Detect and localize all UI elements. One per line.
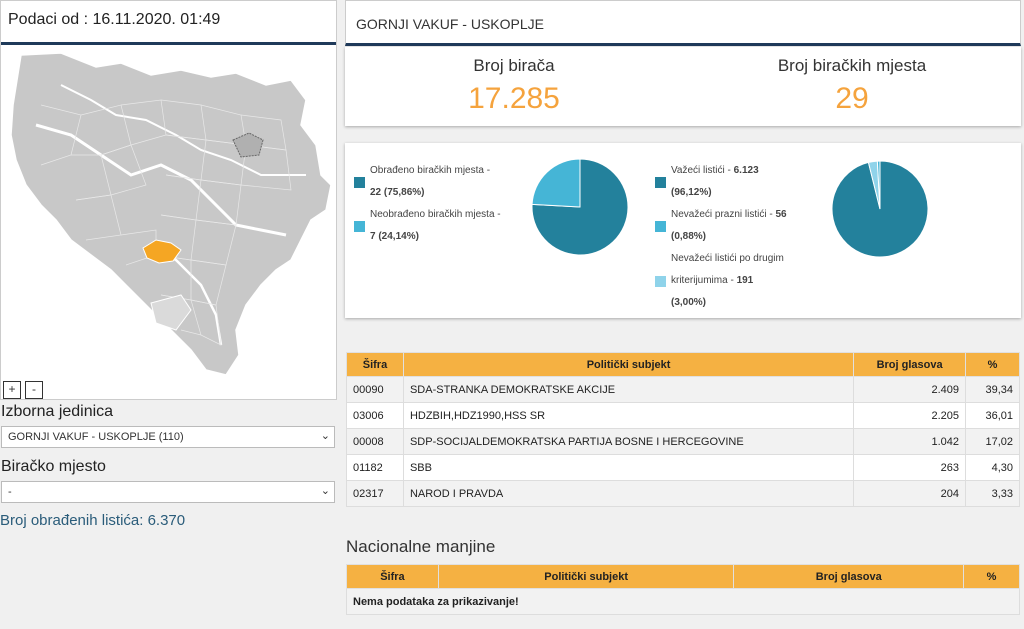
voters-label: Broj birača <box>473 56 555 75</box>
col-percent[interactable]: % <box>963 564 1020 589</box>
col-code[interactable]: Šifra <box>346 352 404 377</box>
cell-code: 00008 <box>346 428 404 455</box>
cell-percent: 39,34 <box>965 376 1020 403</box>
results-header-row: Šifra Politički subjekt Broj glasova % <box>346 352 1020 377</box>
table-row: 00008 SDP-SOCIJALDEMOKRATSKA PARTIJA BOSN… <box>346 428 1020 455</box>
legend-swatch-invalid-empty <box>655 221 666 232</box>
legend-swatch-invalid-other <box>655 276 666 287</box>
chevron-down-icon: ⌄ <box>320 485 330 497</box>
cell-party: HDZBIH,HDZ1990,HSS SR <box>402 402 855 429</box>
map-panel: Podaci od : 16.11.2020. 01:49 <box>0 0 337 400</box>
cell-code: 03006 <box>346 402 404 429</box>
minorities-header-row: Šifra Politički subjekt Broj glasova % <box>346 564 1020 589</box>
cell-votes: 204 <box>853 480 966 507</box>
data-timestamp: Podaci od : 16.11.2020. 01:49 <box>1 1 336 45</box>
polling-station-label: Biračko mjesto <box>1 458 106 475</box>
map-svg[interactable] <box>1 45 338 385</box>
legend-processed: Obrađeno biračkih mjesta - 22 (75,86%) <box>370 165 491 198</box>
bih-map[interactable] <box>1 45 338 385</box>
processed-ballots-total: Broj obrađenih listića: 6.370 <box>0 512 186 529</box>
col-votes[interactable]: Broj glasova <box>733 564 965 589</box>
cell-percent: 17,02 <box>965 428 1020 455</box>
selected-municipality <box>142 239 182 264</box>
stations-slice-1 <box>531 158 581 208</box>
empty-message: Nema podataka za prikazivanje! <box>346 588 1020 615</box>
electoral-unit-select[interactable]: GORNJI VAKUF - USKOPLJE (110) ⌄ <box>1 426 335 448</box>
stations-pie-chart <box>531 158 629 256</box>
zoom-out-button[interactable]: - <box>25 381 43 399</box>
minorities-title: Nacionalne manjine <box>346 537 496 556</box>
table-row: 02317 NAROD I PRAVDA 204 3,33 <box>346 480 1020 507</box>
cell-votes: 2.409 <box>853 376 966 403</box>
legend-swatch-unprocessed <box>354 221 365 232</box>
legend-swatch-valid <box>655 177 666 188</box>
ballots-pie-chart <box>831 160 929 258</box>
charts-panel: Obrađeno biračkih mjesta - 22 (75,86%) N… <box>345 143 1021 318</box>
cell-votes: 263 <box>853 454 966 481</box>
brcko-district <box>232 132 264 158</box>
electoral-unit-label: Izborna jedinica <box>1 403 114 420</box>
col-code[interactable]: Šifra <box>346 564 439 589</box>
results-table: Šifra Politički subjekt Broj glasova % 0… <box>346 352 1020 507</box>
voters-stat: Broj birača 17.285 <box>345 56 683 116</box>
legend-unprocessed: Neobrađeno biračkih mjesta - 7 (24,14%) <box>370 209 501 242</box>
cell-percent: 4,30 <box>965 454 1020 481</box>
stations-label: Broj biračkih mjesta <box>777 56 927 75</box>
col-votes[interactable]: Broj glasova <box>853 352 966 377</box>
minorities-table: Šifra Politički subjekt Broj glasova % N… <box>346 564 1020 615</box>
cell-votes: 1.042 <box>853 428 966 455</box>
table-row: 00090 SDA-STRANKA DEMOKRATSKE AKCIJE 2.409… <box>346 376 1020 403</box>
legend-swatch-processed <box>354 177 365 188</box>
cell-party: NAROD I PRAVDA <box>402 480 855 507</box>
table-row: 03006 HDZBIH,HDZ1990,HSS SR 2.205 36,01 <box>346 402 1020 429</box>
unit-title: GORNJI VAKUF - USKOPLJE <box>345 0 1021 46</box>
ballots-slice-0 <box>831 160 929 258</box>
stations-value: 29 <box>835 82 869 115</box>
chevron-down-icon: ⌄ <box>320 430 330 442</box>
cell-party: SDP-SOCIJALDEMOKRATSKA PARTIJA BOSNE I H… <box>402 428 855 455</box>
zoom-in-button[interactable]: + <box>3 381 21 399</box>
ballots-slice-2 <box>876 160 881 210</box>
cell-code: 00090 <box>346 376 404 403</box>
cell-percent: 3,33 <box>965 480 1020 507</box>
col-party[interactable]: Politički subjekt <box>437 564 735 589</box>
cell-code: 01182 <box>346 454 404 481</box>
polling-station-select[interactable]: - ⌄ <box>1 481 335 503</box>
stations-stat: Broj biračkih mjesta 29 <box>683 56 1021 116</box>
electoral-unit-value: GORNJI VAKUF - USKOPLJE (110) <box>8 431 184 443</box>
col-party[interactable]: Politički subjekt <box>402 352 855 377</box>
cell-party: SBB <box>402 454 855 481</box>
voters-value: 17.285 <box>468 82 560 115</box>
cell-votes: 2.205 <box>853 402 966 429</box>
empty-row: Nema podataka za prikazivanje! <box>346 588 1020 615</box>
polling-station-value: - <box>8 486 12 498</box>
legend-invalid-other: Nevažeći listići po drugim kriterijumima … <box>671 253 784 308</box>
cell-percent: 36,01 <box>965 402 1020 429</box>
stats-panel: Broj birača 17.285 Broj biračkih mjesta … <box>345 47 1021 126</box>
table-row: 01182 SBB 263 4,30 <box>346 454 1020 481</box>
cell-party: SDA-STRANKA DEMOKRATSKE AKCIJE <box>402 376 855 403</box>
cell-code: 02317 <box>346 480 404 507</box>
col-percent[interactable]: % <box>965 352 1020 377</box>
legend-invalid-empty: Nevažeći prazni listići - 56 (0,88%) <box>671 209 787 242</box>
legend-valid: Važeći listići - 6.123 (96,12%) <box>671 165 759 198</box>
